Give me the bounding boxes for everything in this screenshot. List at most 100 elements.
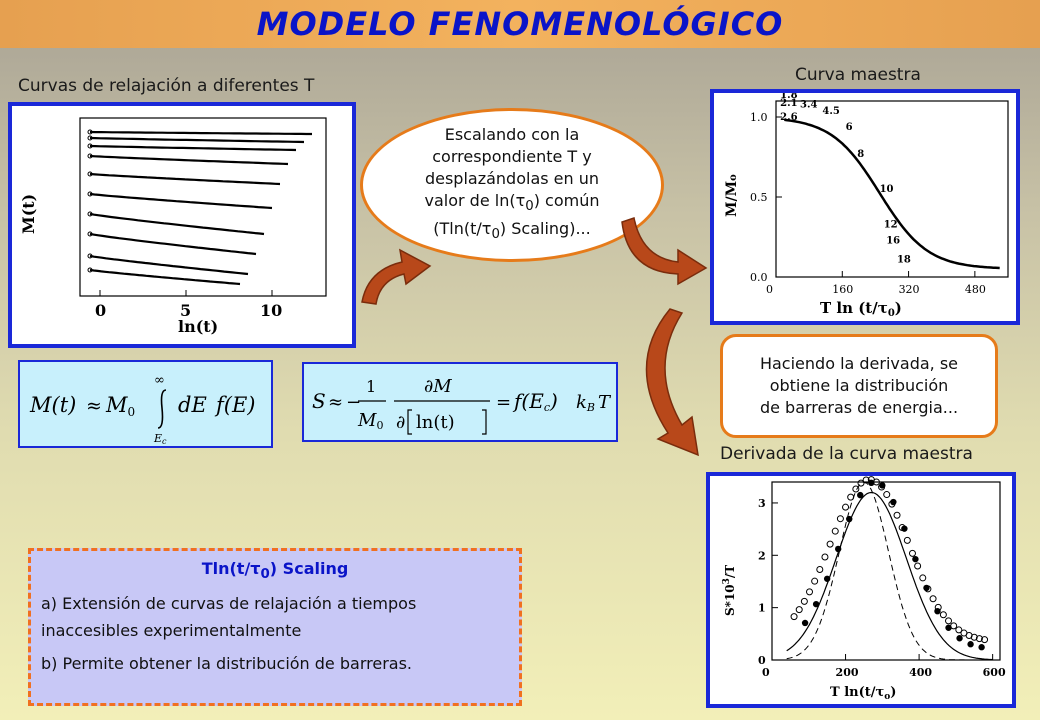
tau-symbol: τ: [515, 190, 526, 210]
eq2-one: 1: [366, 377, 376, 396]
relax-curve: [89, 130, 312, 136]
eq1-fe: f(E): [214, 393, 256, 417]
deriv-xtick-label: 200: [836, 666, 859, 679]
bubble-line-3: desplazándolas en un: [424, 168, 600, 188]
deriv-filled-point: [956, 635, 963, 642]
deriv-open-point: [842, 503, 850, 511]
relaxation-panel: 0 5 10 ln(t) M(t): [8, 102, 356, 348]
eq2-dln: ∂: [396, 412, 405, 433]
master-caption: Curva maestra: [795, 65, 921, 85]
derivative-chart: 0 200 400 600 0 1 2 3 S*103/T T ln(t/τo): [722, 476, 1006, 702]
relax-xlabel: ln(t): [178, 317, 218, 336]
eq1-ec: Ec: [153, 432, 167, 446]
master-plot-frame: [775, 100, 1009, 278]
eq2-bracket-right: [482, 409, 487, 435]
deriv-open-point: [826, 540, 834, 548]
note-line-3: de barreras de energia...: [759, 398, 959, 417]
master-xtick-label: 0: [766, 283, 773, 296]
eq2-t: T: [598, 392, 612, 413]
relax-xtick-label-0: 0: [95, 301, 106, 320]
relax-curve-start: [87, 211, 93, 217]
eq1-mt: M(t): [29, 393, 76, 417]
deriv-filled-point: [978, 644, 985, 651]
bubble-line-1: Escalando con la: [444, 124, 580, 144]
summary-item-a: a) Extensión de curvas de relajación a t…: [41, 594, 417, 641]
relaxation-caption: Curvas de relajación a diferentes T: [18, 76, 315, 96]
deriv-open-point: [857, 479, 865, 487]
bubble-line-4: valor de ln(τ0) común: [424, 190, 600, 214]
tau-symbol: τ: [481, 219, 492, 238]
deriv-filled-point: [945, 624, 952, 631]
equation-1: M(t) ≈ M0 ∞ Ec dE f(E): [18, 360, 273, 448]
deriv-open-point: [883, 491, 891, 499]
deriv-ytick-label: 0: [758, 654, 766, 667]
deriv-open-point: [852, 485, 860, 493]
master-ytick-label: 0.5: [750, 191, 768, 204]
relax-xtick-label-10: 10: [260, 301, 282, 320]
summary-box: Tln(t/τ0) Scaling a) Extensión de curvas…: [28, 548, 522, 706]
deriv-open-point: [975, 635, 983, 643]
deriv-filled-point: [834, 545, 842, 553]
deriv-ytick-label: 2: [758, 549, 766, 562]
note-line-2: obtiene la distribución: [769, 376, 949, 395]
derivative-panel: 0 200 400 600 0 1 2 3 S*103/T T ln(t/τo): [706, 472, 1016, 708]
deriv-open-point: [981, 636, 989, 644]
master-ytick-label: 1.0: [750, 111, 768, 124]
bubble-line-5: (Tln(t/τ0) Scaling)...: [433, 219, 591, 243]
relax-curve-start: [87, 135, 93, 141]
deriv-open-point: [903, 536, 911, 544]
master-curve-label: 3.4: [800, 99, 817, 110]
deriv-filled-point: [934, 607, 941, 615]
relax-xtick-label-5: 5: [180, 301, 191, 320]
relaxation-plot-frame: [79, 117, 327, 297]
deriv-xtick-label: 400: [909, 666, 932, 679]
deriv-open-point: [970, 633, 978, 641]
master-ytick-label: 0.0: [750, 271, 768, 284]
note-line-1: Haciendo la derivada, se: [759, 354, 959, 373]
eq2-minus: −: [346, 392, 361, 413]
master-curve-line: [784, 118, 1000, 270]
deriv-filled-point: [879, 482, 886, 489]
deriv-open-point: [914, 562, 922, 570]
deriv-open-point: [800, 597, 808, 605]
deriv-filled-point: [846, 515, 853, 523]
deriv-open-point: [816, 565, 824, 573]
relax-curve: [89, 144, 297, 152]
page-title: MODELO FENOMENOLÓGICO: [256, 5, 784, 43]
eq2-m0: M0: [357, 410, 383, 432]
deriv-filled-point: [923, 584, 930, 592]
deriv-open-point: [790, 613, 798, 621]
master-xtick-label: 480: [965, 283, 986, 296]
relax-curve-start: [87, 267, 93, 273]
master-curve-label: 4.5: [822, 106, 839, 117]
deriv-xtick-label: 0: [762, 666, 770, 679]
eq1-integral: [157, 389, 167, 429]
deriv-filled-point: [801, 619, 809, 627]
relax-curve-start: [87, 171, 93, 177]
deriv-ytick-label: 3: [758, 497, 766, 510]
master-curve-label: 2.1: [780, 98, 797, 109]
master-panel: 0 160 320 480 0.0 0.5 1.0 1.8 2.1 2.6 3.4 4.5 6 8 10 1…: [710, 89, 1020, 325]
deriv-open-point: [811, 577, 819, 585]
eq2-lnt: ln(t): [416, 412, 455, 433]
relax-curve-start: [87, 153, 93, 159]
deriv-filled-point: [890, 498, 897, 506]
equation-2: S ≈ − 1 M0 ∂M ∂ ln(t) = f(Ec) kB T: [302, 362, 618, 442]
deriv-open-point: [955, 626, 963, 634]
relax-curve: [89, 172, 281, 186]
deriv-filled-point: [823, 575, 831, 582]
eq2-approx: ≈: [328, 392, 343, 413]
deriv-open-point: [836, 515, 844, 523]
arrow-to-derivative: [645, 308, 699, 457]
master-curve-label: 2.6: [780, 112, 797, 123]
master-curve-label: 12: [884, 219, 898, 230]
summary-item-b: b) Permite obtener la distribución de ba…: [41, 654, 412, 674]
deriv-open-point: [919, 574, 927, 582]
relax-curve: [89, 192, 273, 210]
deriv-open-point: [806, 588, 814, 596]
master-curve-label: 10: [880, 184, 894, 195]
eq1-de: dE: [178, 393, 207, 417]
bubble-line-2: correspondiente T y: [432, 146, 592, 166]
master-curve-label: 6: [846, 122, 853, 133]
derivative-ylabel: S*103/T: [722, 565, 737, 616]
